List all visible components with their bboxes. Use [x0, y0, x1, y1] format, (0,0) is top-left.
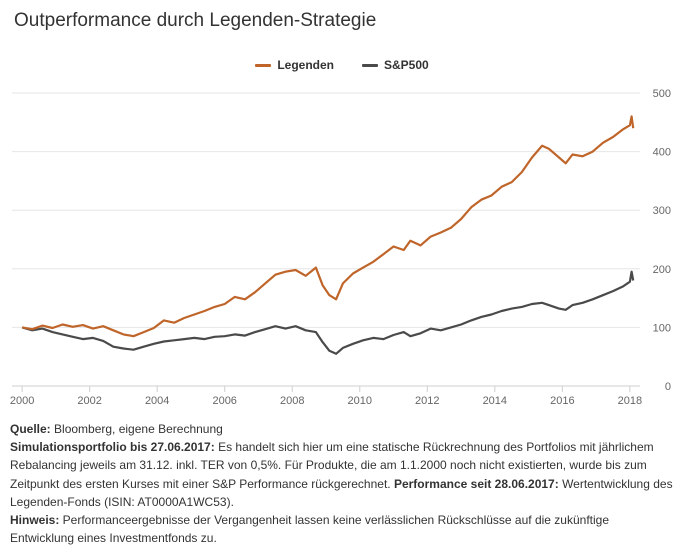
- x-tick-label-2006: 2006: [212, 395, 236, 407]
- x-tick-label-2012: 2012: [415, 395, 439, 407]
- performance-note-label: Performance seit 28.06.2017:: [390, 476, 559, 491]
- y-tick-label-500: 500: [653, 88, 671, 100]
- chart-notes: Quelle: Bloomberg, eigene Berechnung Sim…: [10, 420, 674, 547]
- line-chart: 0 100 200 300 400 500 2000 2002 2004 2006 2008 2010…: [10, 88, 671, 407]
- performance-note-text: Wertentwicklung des Legenden-Fonds (ISIN…: [10, 476, 673, 509]
- x-tick-label-2004: 2004: [145, 395, 169, 407]
- y-tick-label-400: 400: [653, 147, 671, 159]
- y-tick-label-300: 300: [653, 205, 671, 217]
- legend-item-legenden[interactable]: Legenden: [255, 58, 334, 72]
- legend-swatch-legenden: [255, 63, 272, 67]
- series-line-sp500: [21, 270, 635, 355]
- source-note: Quelle: Bloomberg, eigene Berechnung: [10, 420, 674, 438]
- source-note-text: Bloomberg, eigene Berechnung: [50, 422, 223, 436]
- legend-label-sp500: S&P500: [383, 58, 429, 72]
- y-tick-label-200: 200: [653, 264, 671, 276]
- x-tick-label-2000: 2000: [10, 395, 34, 407]
- hint-note-label: Hinweis:: [10, 513, 60, 528]
- series-line-legenden: [21, 115, 635, 338]
- simulation-note-text: Es handelt sich hier um eine statische R…: [10, 440, 654, 491]
- x-tick-label-2002: 2002: [77, 395, 101, 407]
- chart-title: Outperformance durch Legenden-Strategie: [14, 10, 377, 31]
- x-tick-label-2008: 2008: [280, 395, 304, 407]
- legend-item-sp500[interactable]: S&P500: [361, 58, 429, 72]
- simulation-note: Simulationsportfolio bis 27.06.2017: Es …: [10, 438, 674, 511]
- y-tick-label-100: 100: [653, 322, 671, 334]
- simulation-note-label: Simulationsportfolio bis 27.06.2017:: [10, 440, 215, 455]
- source-note-label: Quelle:: [10, 422, 51, 436]
- x-tick-label-2018: 2018: [618, 395, 642, 407]
- legend-swatch-sp500: [361, 63, 378, 67]
- x-tick-label-2016: 2016: [550, 395, 574, 407]
- hint-note-text: Performanceergebnisse der Vergangenheit …: [10, 513, 609, 546]
- y-tick-label-0: 0: [665, 381, 671, 393]
- chart-legend: Legenden S&P500: [0, 58, 684, 72]
- x-tick-label-2010: 2010: [348, 395, 372, 407]
- legend-label-legenden: Legenden: [277, 58, 334, 72]
- hint-note: Hinweis: Performanceergebnisse der Verga…: [10, 511, 674, 547]
- x-tick-label-2014: 2014: [483, 395, 507, 407]
